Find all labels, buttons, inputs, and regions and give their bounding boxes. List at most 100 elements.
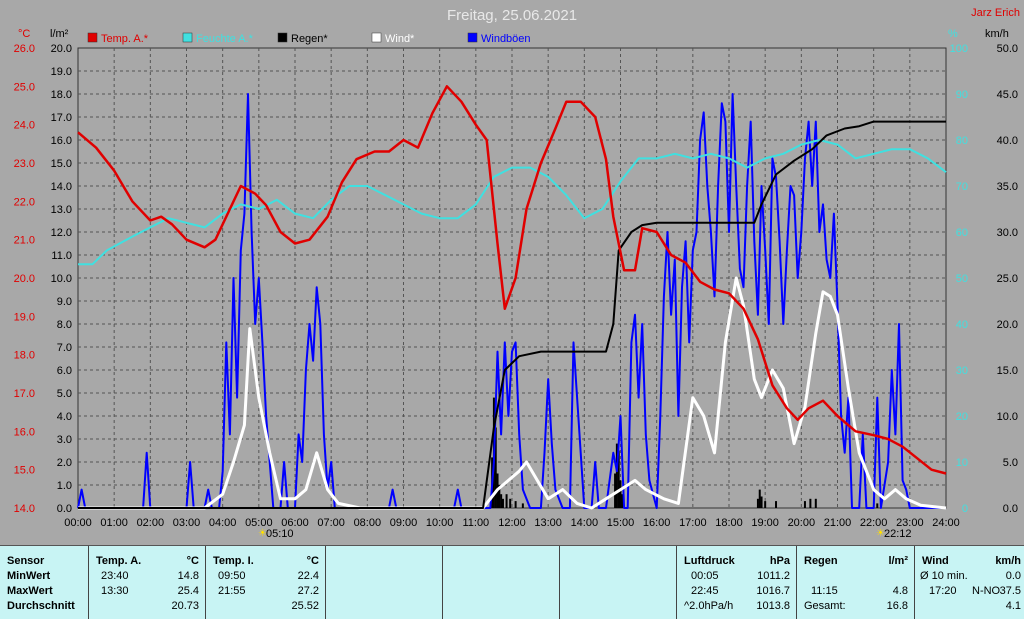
weather-chart: 00:00 01:00 02:00 03:00 04:00 05:00 06:00 07:00… [14,7,1020,540]
wind-tick-label: 5.0 [1003,457,1018,469]
legend: Temp. A.* Feuchte A.* Regen* Wind* Windböen [87,32,531,45]
humidity-tick-label: 0 [962,503,968,515]
wind-avg-label: Ø 10 min. [920,570,968,582]
temp-a-column: Temp. A. °C 23:40 13:30 14.8 25.4 20.73 [88,546,205,619]
x-tick-label: 16:00 [643,517,671,529]
temp-tick-label: 16.0 [14,426,35,438]
tick-labels: 00:00 01:00 02:00 03:00 04:00 05:00 06:00 07:00… [14,43,1018,529]
rain-tick-label: 17.0 [51,112,72,124]
x-tick-label: 12:00 [498,517,526,529]
rain-tick-label: 8.0 [57,319,72,331]
legend-swatch [87,32,98,43]
rain-bar [617,450,620,508]
temp-i-max-time: 21:55 [218,585,246,597]
rain-tick-label: 13.0 [51,204,72,216]
pressure-min-value: 1011.2 [757,570,790,582]
x-tick-label: 05:00 [245,517,273,529]
temp-tick-label: 19.0 [14,311,35,323]
rain-bar [494,427,497,508]
sunset-marker: ☀ 22:12 [876,528,912,540]
rain-bar [615,443,618,508]
wind-tick-label: 50.0 [997,43,1018,55]
rain-bar [505,494,508,508]
temp-a-max-value: 25.4 [177,585,199,597]
temp-tick-label: 14.0 [14,503,35,515]
humidity-tick-label: 80 [956,135,968,147]
series-lines [77,85,947,510]
temp-a-min-value: 14.8 [177,570,199,582]
wind-max-time: 17:20 [929,585,957,597]
x-tick-label: 14:00 [571,517,599,529]
wind-column: Wind km/h Ø 10 min. 17:20 N-NO 0.0 37.5 … [914,546,1024,619]
sun-icon: ☀ [876,528,885,539]
humidity-tick-label: 40 [956,319,968,331]
temp-tick-label: 25.0 [14,81,35,93]
wind-tick-label: 15.0 [997,365,1018,377]
author-label: Jarz Erich [971,7,1020,19]
temp-tick-label: 22.0 [14,196,35,208]
humidity-tick-label: 50 [956,273,968,285]
rain-tick-label: 0.0 [57,503,72,515]
legend-label: Temp. A.* [101,33,149,45]
rain-bar [621,494,624,508]
rain-header: Regen [804,555,838,567]
row-min-label: MinWert [7,570,51,582]
legend-swatch [277,32,288,43]
pressure-unit: hPa [769,555,790,567]
series-line-regen [78,120,946,509]
humidity-tick-label: 10 [956,457,968,469]
x-tick-label: 13:00 [534,517,562,529]
temp-a-header: Temp. A. [96,555,142,567]
rain-bar [619,480,622,508]
rain-tick-label: 14.0 [51,181,72,193]
humidity-tick-label: 90 [956,89,968,101]
pressure-trend: ^2.0hPa/h [684,600,734,612]
pressure-max-value: 1016.7 [756,585,790,597]
temp-tick-label: 17.0 [14,388,35,400]
pressure-avg-value: 1013.8 [756,600,790,612]
legend-label: Windböen [481,33,531,45]
sunrise-marker: ☀ 05:10 [258,528,294,540]
rain-bar [614,473,617,508]
temp-tick-label: 21.0 [14,235,35,247]
rain-tick-label: 3.0 [57,434,72,446]
x-tick-label: 17:00 [679,517,707,529]
x-tick-label: 11:00 [462,517,489,529]
x-tick-label: 20:00 [788,517,816,529]
temp-tick-label: 23.0 [14,158,35,170]
sensor-header: Sensor [7,555,45,567]
temp-a-avg-value: 20.73 [171,600,199,612]
rain-tick-label: 7.0 [57,342,72,354]
legend-swatch [371,32,382,43]
rain-max-time: 11:15 [811,585,838,597]
sensor-column: Sensor MinWert MaxWert Durchschnitt [0,546,88,619]
legend-label: Wind* [385,33,415,45]
rain-bar [498,485,501,508]
rain-unit: l/m² [888,555,908,567]
x-tick-label: 22:00 [860,517,888,529]
wind-max-value: 37.5 [999,585,1021,597]
wind-max-direction: N-NO [972,585,1001,597]
rain-tick-label: 16.0 [51,135,72,147]
temp-tick-label: 18.0 [14,350,35,362]
rain-bar [501,498,504,508]
rain-max-value: 4.8 [892,585,908,597]
temp-i-max-value: 27.2 [297,585,319,597]
wind-unit: km/h [995,555,1021,567]
rain-bar [756,498,759,508]
rain-tick-label: 10.0 [51,273,72,285]
temp-a-max-time: 13:30 [101,585,129,597]
rain-tick-label: 9.0 [57,296,72,308]
pressure-max-time: 22:45 [691,585,719,597]
temp-i-min-time: 09:50 [218,570,246,582]
rain-tick-label: 4.0 [57,411,72,423]
pressure-column: Luftdruck hPa 00:05 22:45 ^2.0hPa/h 1011… [676,546,796,619]
rain-bar [500,494,503,508]
rain-bar [758,489,761,508]
rain-total-value: 16.8 [886,600,908,612]
temp-axis-unit: °C [18,28,30,40]
humidity-tick-label: 30 [956,365,968,377]
temp-i-unit: °C [306,555,319,567]
temp-tick-label: 20.0 [14,273,35,285]
x-tick-label: 06:00 [281,517,309,529]
